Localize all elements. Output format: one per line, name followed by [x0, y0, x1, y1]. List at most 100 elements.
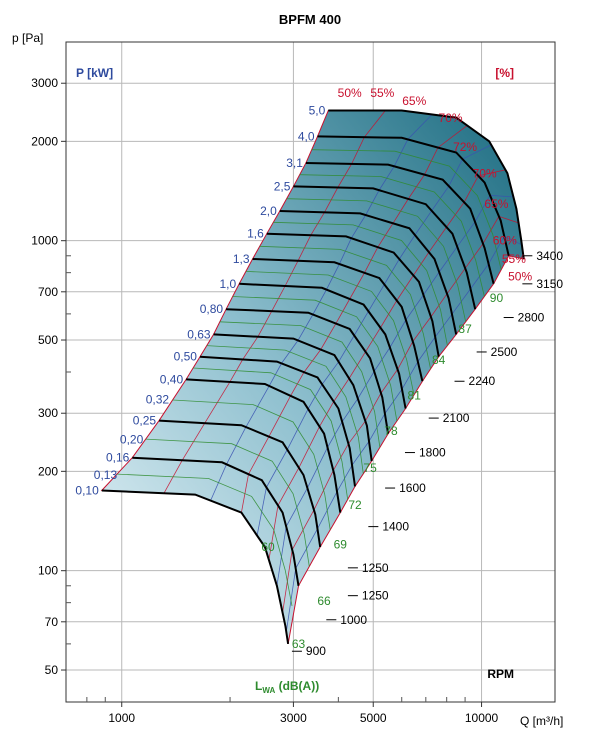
noise-iso-line [206, 345, 364, 474]
power-label: 0,40 [160, 372, 184, 386]
chart-title: BPFM 400 [279, 12, 341, 27]
noise-iso-line [299, 174, 485, 297]
y-tick-label: 50 [45, 663, 59, 677]
rpm-curve [226, 308, 390, 434]
noise-header-unit: (dB(A)) [275, 679, 319, 693]
x-tick-label: 3000 [280, 711, 307, 725]
noise-label: 69 [334, 538, 348, 552]
noise-label: 60 [261, 540, 275, 554]
y-axis-ticks: 50 70 100 200 300 500 700 1000 2000 3000 [31, 76, 71, 677]
rpm-label: 1800 [419, 446, 446, 460]
power-header: P [kW] [76, 66, 113, 80]
power-label: 0,80 [200, 302, 224, 316]
noise-iso-line [145, 438, 310, 567]
power-label: 1,6 [247, 227, 264, 241]
rpm-curve [266, 232, 440, 357]
y-tick-label: 3000 [31, 76, 58, 90]
rpm-label: 2500 [491, 345, 518, 359]
x-axis-label: Q [m³/h] [520, 714, 563, 728]
noise-iso-line [116, 473, 293, 606]
x-tick-label: 5000 [360, 711, 387, 725]
y-tick-label: 300 [38, 406, 58, 420]
y-axis-label: p [Pa] [12, 31, 43, 45]
efficiency-header: [%] [495, 66, 514, 80]
power-label: 0,50 [174, 350, 198, 364]
rpm-label: 3400 [536, 249, 563, 263]
y-tick-label: 2000 [31, 134, 58, 148]
y-tick-label: 700 [38, 285, 58, 299]
power-label: 0,20 [120, 432, 144, 446]
rpm-label: 3150 [536, 277, 563, 291]
noise-iso-line [232, 296, 398, 422]
noise-iso-line [193, 367, 349, 500]
efficiency-label: 50% [508, 269, 532, 283]
rpm-curves [101, 109, 525, 645]
noise-iso-line [286, 198, 467, 322]
rpm-curve [199, 355, 356, 487]
noise-label: 66 [317, 594, 331, 608]
y-tick-label: 200 [38, 464, 58, 478]
power-label: 1,0 [219, 277, 236, 291]
power-label: 0,13 [94, 468, 118, 482]
noise-label: 72 [348, 498, 362, 512]
power-label: 0,16 [106, 451, 130, 465]
rpm-label: 2800 [518, 311, 545, 325]
x-axis-ticks: 1000 3000 5000 10000 [86, 697, 499, 725]
power-label: 0,63 [187, 327, 211, 341]
curve-labels: 5,0 4,0 3,1 2,5 2,0 1,6 1,3 1,0 0,80 0,63 0,50 0,40… [75, 86, 563, 658]
efficiency-label: 65% [402, 94, 426, 108]
power-label: 1,3 [233, 252, 250, 266]
efficiency-label: 55% [502, 252, 526, 266]
efficiency-label: 60% [493, 234, 517, 248]
y-tick-label: 500 [38, 333, 58, 347]
rpm-label: 1400 [382, 520, 409, 534]
y-tick-label: 1000 [31, 234, 58, 248]
rpm-label: 1600 [399, 481, 426, 495]
noise-label: 78 [384, 424, 398, 438]
y-tick-label: 100 [38, 564, 58, 578]
noise-label: 63 [292, 637, 306, 651]
power-label: 0,25 [133, 414, 157, 428]
efficiency-label: 72% [453, 140, 477, 154]
rpm-curve [279, 210, 458, 335]
power-label: 4,0 [298, 129, 315, 143]
operating-envelope [100, 110, 525, 644]
noise-label: 75 [363, 461, 377, 475]
power-label: 3,1 [286, 156, 303, 170]
rpm-label: 1000 [340, 613, 367, 627]
rpm-curve [328, 109, 525, 260]
noise-label: 84 [432, 353, 446, 367]
power-label: 5,0 [309, 104, 326, 118]
power-label: 2,5 [274, 179, 291, 193]
noise-header-subscript: WA [262, 686, 275, 695]
rpm-label: 1250 [362, 589, 389, 603]
noise-iso-line [172, 399, 331, 530]
rpm-curve [213, 333, 373, 462]
rpm-curve [252, 258, 424, 382]
efficiency-label: 70% [473, 166, 497, 180]
rpm-curve [293, 185, 477, 310]
power-label: 2,0 [260, 204, 277, 218]
power-label: 0,10 [75, 483, 99, 497]
x-tick-label: 10000 [465, 711, 499, 725]
rpm-label: 900 [306, 644, 326, 658]
rpm-curve [101, 489, 290, 645]
x-tick-label: 1000 [108, 711, 135, 725]
efficiency-label: 70% [439, 111, 463, 125]
noise-iso-line [245, 271, 415, 395]
noise-iso-line [311, 149, 502, 270]
rpm-curve [159, 419, 322, 548]
rpm-curve [305, 162, 495, 285]
noise-header: LWA (dB(A)) [255, 679, 319, 695]
noise-iso-line [259, 245, 431, 370]
rpm-header: RPM [487, 667, 514, 681]
rpm-curve [186, 378, 342, 513]
noise-label: 87 [458, 322, 472, 336]
rpm-label: 2100 [443, 411, 470, 425]
noise-label: 90 [490, 291, 504, 305]
efficiency-label: 65% [484, 197, 508, 211]
rpm-label: 1250 [362, 561, 389, 575]
noise-iso-line [273, 221, 448, 346]
rpm-curve [132, 456, 300, 586]
noise-iso-line [219, 321, 381, 448]
